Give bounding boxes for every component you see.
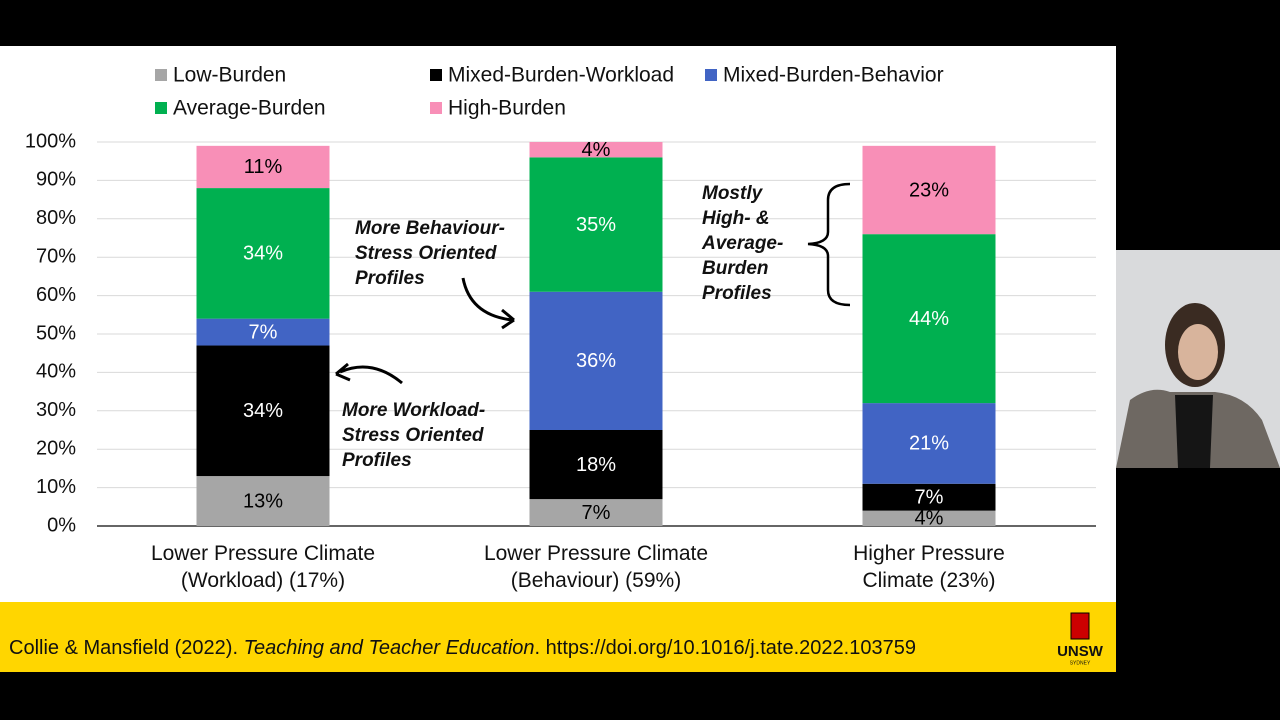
value-label: 4%: [582, 139, 611, 161]
annotation: More Workload-: [342, 400, 485, 421]
legend-label: High-Burden: [448, 97, 566, 120]
bar-segment: [529, 499, 663, 526]
y-tick-label: 40%: [36, 361, 76, 383]
annotation: Stress Oriented: [355, 243, 497, 264]
brace: [807, 182, 851, 307]
annotation: Burden: [702, 258, 769, 279]
bar-segment: [529, 430, 663, 500]
bar-segment: [196, 188, 330, 319]
x-tick-label: Higher Pressure Climate (23%): [853, 542, 1005, 592]
value-label: 34%: [243, 243, 283, 265]
y-tick-label: 60%: [36, 284, 76, 306]
y-tick-label: 10%: [36, 476, 76, 498]
annotation: Stress Oriented: [342, 425, 484, 446]
footer-journal: Teaching and Teacher Education: [243, 637, 535, 659]
logo: UNSW SYDNEY: [1057, 612, 1104, 666]
value-label: 4%: [915, 508, 944, 530]
annotation: Mostly: [702, 183, 764, 204]
arrow-2: [461, 277, 513, 322]
footer-citation: Collie & Mansfield (2022). Teaching and …: [9, 637, 916, 660]
value-label: 11%: [244, 156, 283, 178]
value-label: 44%: [909, 308, 949, 330]
legend-swatch: [430, 69, 442, 81]
x-tick-label: Lower Pressure Climate (Workload) (17%): [150, 542, 376, 592]
bar-segment: [862, 483, 996, 511]
y-tick-label: 80%: [36, 207, 76, 229]
arrow-1-head: [335, 362, 351, 382]
value-label: 23%: [909, 179, 949, 201]
arrows: [335, 182, 851, 385]
annotation: Profiles: [355, 268, 425, 289]
legend-swatch: [705, 69, 717, 81]
bar-segment: [862, 510, 996, 526]
person-shirt: [1175, 395, 1213, 468]
logo-name: UNSW: [1057, 643, 1104, 660]
bar-segment: [529, 291, 663, 430]
bar-segment: [196, 476, 330, 526]
y-tick-label: 100%: [25, 130, 76, 152]
value-label: 7%: [915, 486, 944, 508]
bar-segment: [196, 345, 330, 477]
person-face: [1178, 324, 1218, 380]
y-tick-label: 50%: [36, 322, 76, 344]
footer-authors: Collie & Mansfield (2022).: [9, 637, 244, 659]
legend-swatch: [155, 102, 167, 114]
y-tick-label: 30%: [36, 399, 76, 421]
annotation: More Behaviour-: [355, 218, 505, 239]
value-label: 36%: [576, 350, 616, 372]
value-label: 7%: [249, 321, 278, 343]
legend-label: Mixed-Burden-Workload: [448, 64, 674, 87]
bar-segment: [862, 145, 996, 235]
annotation: Profiles: [342, 450, 412, 471]
y-tick-label: 70%: [36, 245, 76, 267]
bar-segment: [862, 403, 996, 484]
x-tick-label: Lower Pressure Climate (Behaviour) (59%): [483, 542, 709, 592]
value-label: 34%: [243, 400, 283, 422]
annotation: Average-: [701, 233, 783, 254]
bar-segment: [529, 142, 663, 158]
legend-label: Average-Burden: [173, 97, 326, 120]
webcam: [1116, 250, 1280, 468]
legend-swatch: [430, 102, 442, 114]
legend-label: Mixed-Burden-Behavior: [723, 64, 944, 87]
bar-segment: [196, 145, 330, 189]
value-label: 18%: [576, 454, 616, 476]
bar-segment: [862, 234, 996, 404]
arrow-2-head: [501, 308, 515, 330]
annotation: Profiles: [702, 283, 772, 304]
arrow-1: [339, 365, 403, 385]
value-label: 21%: [909, 433, 949, 455]
y-tick-label: 20%: [36, 437, 76, 459]
value-label: 35%: [576, 214, 616, 236]
legend-swatch: [155, 69, 167, 81]
legend-label: Low-Burden: [173, 64, 286, 87]
logo-shield: [1070, 612, 1090, 640]
bar-segment: [196, 318, 330, 346]
value-label: 7%: [582, 502, 611, 524]
y-tick-label: 90%: [36, 169, 76, 191]
footer-bar: [0, 602, 1116, 672]
footer-doi: . https://doi.org/10.1016/j.tate.2022.10…: [534, 637, 916, 659]
value-label: 13%: [243, 490, 283, 512]
annotation: High- &: [702, 208, 770, 229]
logo-city: SYDNEY: [1070, 660, 1091, 666]
bar-segment: [529, 157, 663, 292]
y-tick-label: 0%: [47, 514, 76, 536]
